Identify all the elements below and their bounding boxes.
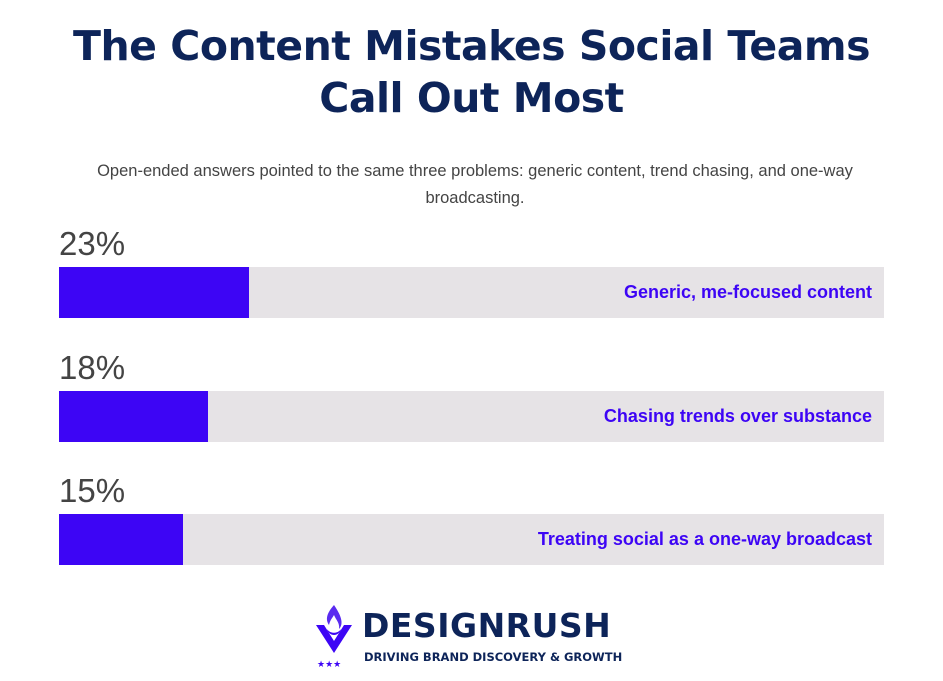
- bar-category-label: Generic, me-focused content: [623, 282, 872, 302]
- bar-value-label: 23%: [59, 225, 126, 262]
- bar: [59, 267, 249, 318]
- designrush-logo: ★★★ DESIGNRUSH DRIVING BRAND DISCOVERY &…: [312, 603, 642, 673]
- chart-subtitle: Open-ended answers pointed to the same t…: [97, 162, 853, 207]
- bar-track: Generic, me-focused content: [59, 267, 884, 318]
- bar-value-label: 18%: [59, 349, 126, 386]
- svg-text:★★★: ★★★: [317, 660, 341, 669]
- brand-tagline: DRIVING BRAND DISCOVERY & GROWTH: [364, 650, 623, 664]
- brand-name: DESIGNRUSH: [362, 606, 612, 645]
- bar-category-label: Treating social as a one-way broadcast: [537, 529, 872, 549]
- bar-track: Chasing trends over substance: [59, 391, 884, 442]
- bar: [59, 391, 208, 442]
- bar-track: Treating social as a one-way broadcast: [59, 514, 884, 565]
- chart-title: The Content Mistakes Social Teams Call O…: [73, 22, 871, 122]
- flame-v-logo-icon: ★★★: [316, 605, 352, 669]
- bar-value-label: 15%: [59, 472, 126, 509]
- bar: [59, 514, 183, 565]
- bar-category-label: Chasing trends over substance: [603, 406, 872, 426]
